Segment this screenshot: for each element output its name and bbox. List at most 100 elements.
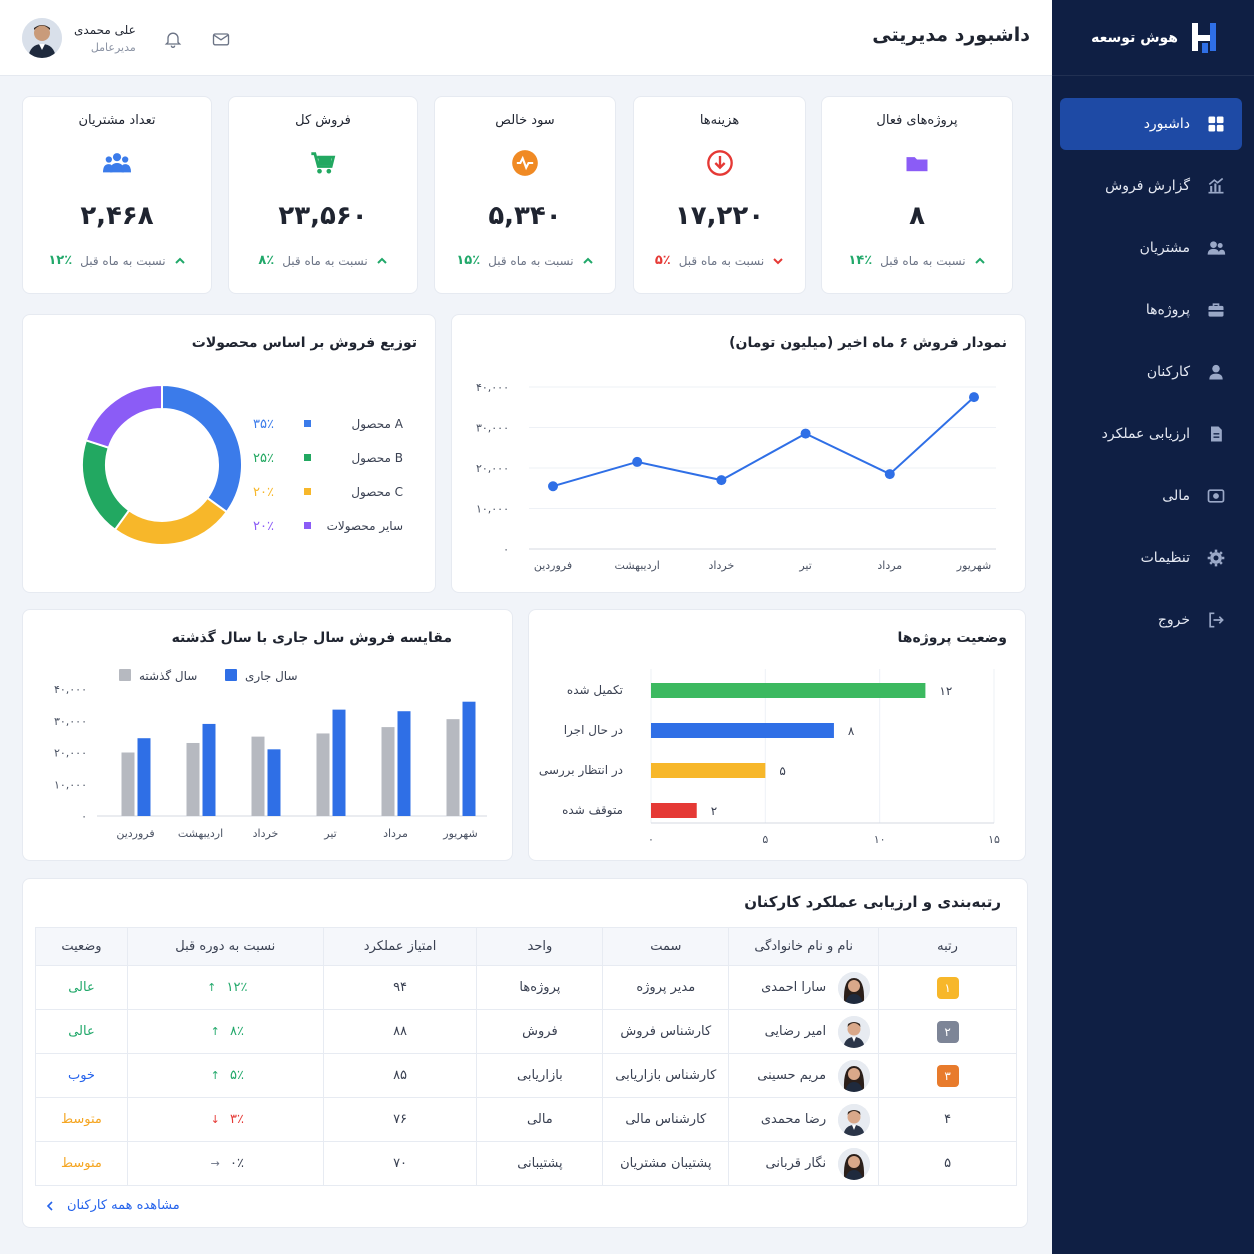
x-tick-label: مرداد <box>877 559 902 572</box>
x-tick-label: شهریور <box>956 559 991 572</box>
data-point[interactable] <box>716 475 727 486</box>
bar[interactable] <box>332 709 346 816</box>
table-row[interactable]: خوب ↑ ۵٪ ۸۵ بازاریابی کارشناس بازاریابی … <box>35 1053 1017 1098</box>
sidebar-item-label: خروج <box>1157 612 1190 628</box>
avatar <box>838 1015 871 1048</box>
series-line <box>552 396 975 488</box>
line-chart-title: نمودار فروش ۶ ماه اخیر (میلیون تومان) <box>729 335 1007 351</box>
bar[interactable] <box>651 803 697 818</box>
donut-slice[interactable] <box>113 496 229 546</box>
data-point[interactable] <box>884 469 895 480</box>
bar[interactable] <box>316 733 330 816</box>
user-profile[interactable]: علی محمدی مدیرعامل <box>22 18 136 58</box>
employee-name[interactable]: مریم حسینی <box>757 1068 827 1083</box>
brand[interactable]: هوش توسعه <box>1052 0 1254 76</box>
data-point[interactable] <box>632 456 643 467</box>
view-all-employees-link[interactable]: مشاهده همه کارکنان <box>45 1198 180 1213</box>
employee-name[interactable]: نگار قربانی <box>765 1156 827 1171</box>
y-tick-label: ۳۰,۰۰۰ <box>54 715 87 728</box>
y-category-label: در انتظار بررسی <box>539 763 623 778</box>
stat-card[interactable]: پروژه‌های فعال ۸ ۱۴٪ نسبت به ماه قبل <box>821 96 1013 294</box>
mail-icon[interactable] <box>210 28 232 50</box>
score-value: ۹۴ <box>393 980 408 995</box>
table-row[interactable]: متوسط → ۰٪ ۷۰ پشتیبانی پشتیبان مشتریان ن… <box>35 1141 1017 1186</box>
bar[interactable] <box>202 723 216 816</box>
bar[interactable] <box>251 736 265 816</box>
score-cell: ۸۵ <box>322 1053 478 1098</box>
bar-value-label: ۲ <box>711 804 717 818</box>
sidebar-item-2[interactable]: مشتریان <box>1060 222 1242 274</box>
pulse-icon <box>435 149 615 181</box>
employee-name[interactable]: رضا محمدی <box>760 1112 827 1127</box>
sidebar-item-0[interactable]: داشبورد <box>1060 98 1242 150</box>
role-cell: کارشناس بازاریابی <box>602 1053 730 1098</box>
donut-slice[interactable] <box>161 383 243 514</box>
table-row[interactable]: متوسط ↓ ۳٪ ۷۶ مالی کارشناس مالی رضا محمد… <box>35 1097 1017 1142</box>
sidebar-item-3[interactable]: پروژه‌ها <box>1060 284 1242 336</box>
column-header[interactable]: وضعیت <box>35 927 128 966</box>
bar[interactable] <box>121 752 135 817</box>
bar[interactable] <box>397 711 411 816</box>
sidebar-item-4[interactable]: کارکنان <box>1060 346 1242 398</box>
logout-icon <box>1206 610 1226 630</box>
sidebar-item-label: گزارش فروش <box>1105 178 1190 194</box>
table-row[interactable]: عالی ↑ ۱۲٪ ۹۴ پروژه‌ها مدیر پروژه سارا ا… <box>35 965 1017 1010</box>
column-header[interactable]: نام و نام خانوادگی <box>728 927 880 966</box>
bar[interactable] <box>651 683 926 698</box>
score-cell: ۷۰ <box>322 1141 478 1186</box>
employee-name[interactable]: امیر رضایی <box>764 1024 827 1039</box>
table-row[interactable]: عالی ↑ ۸٪ ۸۸ فروش کارشناس فروش امیر رضای… <box>35 1009 1017 1054</box>
sidebar-item-1[interactable]: گزارش فروش <box>1060 160 1242 212</box>
avatar[interactable] <box>22 18 62 58</box>
donut-slice[interactable] <box>81 439 131 532</box>
sidebar-item-5[interactable]: ارزیابی عملکرد <box>1060 408 1242 460</box>
column-header[interactable]: امتیاز عملکرد <box>322 927 478 966</box>
bar[interactable] <box>462 701 476 816</box>
stat-card[interactable]: سود خالص ۵,۳۴۰ ۱۵٪ نسبت به ماه قبل <box>434 96 616 294</box>
column-header[interactable]: رتبه <box>878 927 1017 966</box>
sidebar-item-label: مالی <box>1162 488 1190 504</box>
stat-card[interactable]: تعداد مشتریان ۲,۴۶۸ ۱۲٪ نسبت به ماه قبل <box>22 96 212 294</box>
column-header[interactable]: واحد <box>476 927 604 966</box>
donut-slice[interactable] <box>84 383 163 449</box>
legend-swatch <box>304 420 311 427</box>
bar[interactable] <box>651 723 834 738</box>
bar[interactable] <box>186 742 200 816</box>
stat-title: فروش کل <box>295 113 351 128</box>
rank-cell: ۴ <box>878 1097 1017 1142</box>
employee-name[interactable]: سارا احمدی <box>761 980 827 995</box>
sidebar-item-8[interactable]: خروج <box>1060 594 1242 646</box>
bar[interactable] <box>446 719 460 816</box>
bar[interactable] <box>381 727 395 816</box>
bar[interactable] <box>137 738 151 816</box>
trend-label: نسبت به ماه قبل <box>282 253 368 268</box>
y-tick-label: ۰ <box>81 810 87 823</box>
donut-chart-title: توزیع فروش بر اساس محصولات <box>191 335 417 351</box>
change-value: ۵٪ <box>229 1068 244 1083</box>
role-cell: کارشناس مالی <box>602 1097 730 1142</box>
column-header[interactable]: نسبت به دوره قبل <box>126 927 324 966</box>
stat-trend: ۱۲٪ نسبت به ماه قبل <box>23 253 211 268</box>
unit-value: پشتیبانی <box>517 1156 563 1171</box>
data-point[interactable] <box>548 481 558 492</box>
bell-icon[interactable] <box>162 28 184 50</box>
stat-card[interactable]: فروش کل ۲۳,۵۶۰ ۸٪ نسبت به ماه قبل <box>228 96 418 294</box>
legend-swatch <box>304 488 311 495</box>
name-cell: رضا محمدی <box>728 1097 880 1142</box>
legend-percent: ۲۰٪ <box>253 485 274 500</box>
arrow-up-icon: ↑ <box>210 1025 220 1038</box>
sidebar-item-7[interactable]: تنظیمات <box>1060 532 1242 584</box>
data-point[interactable] <box>800 428 811 439</box>
avatar <box>838 1059 871 1092</box>
bar[interactable] <box>651 763 766 778</box>
project-status-chart: ۰ ۵ ۱۰ ۱۵ تکمیل شده ۱۲ در حال اجرا ۸ در انتظار ب… <box>539 669 1000 846</box>
score-value: ۸۵ <box>393 1068 408 1083</box>
arrow-down-circle-icon <box>634 149 805 181</box>
bar[interactable] <box>267 749 281 816</box>
status-text: متوسط <box>61 1112 102 1127</box>
stat-card[interactable]: هزینه‌ها ۱۷,۲۲۰ ۵٪ نسبت به ماه قبل <box>633 96 806 294</box>
score-cell: ۹۴ <box>322 965 478 1010</box>
data-point[interactable] <box>969 392 979 403</box>
column-header[interactable]: سمت <box>602 927 730 966</box>
sidebar-item-6[interactable]: مالی <box>1060 470 1242 522</box>
